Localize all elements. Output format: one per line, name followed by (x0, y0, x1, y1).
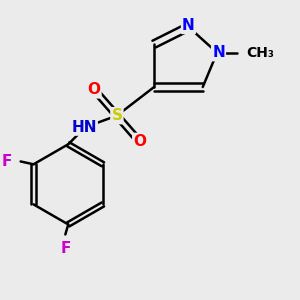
Text: F: F (1, 154, 11, 169)
Text: O: O (88, 82, 100, 98)
Text: F: F (60, 241, 70, 256)
Text: N: N (212, 45, 225, 60)
Text: CH₃: CH₃ (246, 46, 274, 60)
Text: O: O (133, 134, 146, 149)
Text: N: N (182, 18, 195, 33)
Text: HN: HN (71, 120, 97, 135)
Text: S: S (111, 108, 122, 123)
